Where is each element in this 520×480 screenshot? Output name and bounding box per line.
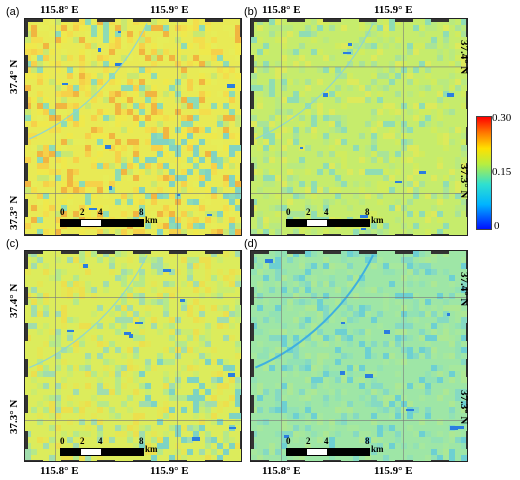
scalebar-a-unit: km xyxy=(145,215,158,225)
scalebar-b-bar xyxy=(286,219,370,227)
lon-left-b: 115.8° E xyxy=(262,4,301,16)
scalebar-c-8: 8 xyxy=(139,436,144,446)
map-panel-b xyxy=(250,18,468,236)
scalebar-d-0: 0 xyxy=(286,436,291,446)
lat-top-d: 37.4° N xyxy=(458,272,470,307)
map-panel-c xyxy=(24,250,242,462)
lat-bottom-b: 37.3° N xyxy=(458,164,470,199)
lat-bottom-c: 37.3° N xyxy=(8,399,20,434)
colorbar-min-label: 0 xyxy=(494,220,500,232)
scalebar-c-unit: km xyxy=(145,444,158,454)
map-raster-b xyxy=(251,19,467,235)
scalebar-d-2: 2 xyxy=(306,436,311,446)
scalebar-b-4: 4 xyxy=(324,207,329,217)
scalebar-d-4: 4 xyxy=(324,436,329,446)
scalebar-c-bar xyxy=(60,448,144,456)
scalebar-b-2: 2 xyxy=(306,207,311,217)
map-raster-a xyxy=(25,19,241,235)
colorbar-max-label: 0.30 xyxy=(492,112,512,124)
scalebar-b-unit: km xyxy=(371,215,384,225)
scalebar-a-bar xyxy=(60,219,144,227)
lat-top-c: 37.4° N xyxy=(8,283,20,318)
panel-label-a: (a) xyxy=(6,6,20,18)
scalebar-a-8: 8 xyxy=(139,207,144,217)
lon-left-c: 115.8° E xyxy=(40,465,79,477)
scalebar-a-2: 2 xyxy=(80,207,85,217)
map-frame-b xyxy=(250,18,468,236)
map-raster-c xyxy=(25,251,241,461)
map-panel-d xyxy=(250,250,468,462)
lat-top-b: 37.4° N xyxy=(458,40,470,75)
lat-top-a: 37.4° N xyxy=(8,59,20,94)
map-frame-c xyxy=(24,250,242,462)
scalebar-c-2: 2 xyxy=(80,436,85,446)
panel-label-b: (b) xyxy=(244,6,258,18)
lon-right-d: 115.9° E xyxy=(374,465,413,477)
map-frame-a xyxy=(24,18,242,236)
scalebar-c-0: 0 xyxy=(60,436,65,446)
scalebar-d-bar xyxy=(286,448,370,456)
lat-bottom-a: 37.3° N xyxy=(8,195,20,230)
lon-right-c: 115.9° E xyxy=(150,465,189,477)
map-frame-d xyxy=(250,250,468,462)
lat-bottom-d: 37.3° N xyxy=(458,390,470,425)
scalebar-a-4: 4 xyxy=(98,207,103,217)
colorbar-mid-label: 0.15 xyxy=(492,166,512,178)
scalebar-b-8: 8 xyxy=(365,207,370,217)
panel-label-c: (c) xyxy=(6,238,19,250)
lon-left-d: 115.8° E xyxy=(262,465,301,477)
scalebar-d-8: 8 xyxy=(365,436,370,446)
map-panel-a xyxy=(24,18,242,236)
colorbar xyxy=(476,116,492,230)
scalebar-d-unit: km xyxy=(371,444,384,454)
scalebar-a-0: 0 xyxy=(60,207,65,217)
panel-label-d: (d) xyxy=(244,238,258,250)
map-raster-d xyxy=(251,251,467,461)
lon-left-a: 115.8° E xyxy=(40,4,79,16)
scalebar-c-4: 4 xyxy=(98,436,103,446)
lon-right-a: 115.9° E xyxy=(150,4,189,16)
lon-right-b: 115.9° E xyxy=(374,4,413,16)
scalebar-b-0: 0 xyxy=(286,207,291,217)
